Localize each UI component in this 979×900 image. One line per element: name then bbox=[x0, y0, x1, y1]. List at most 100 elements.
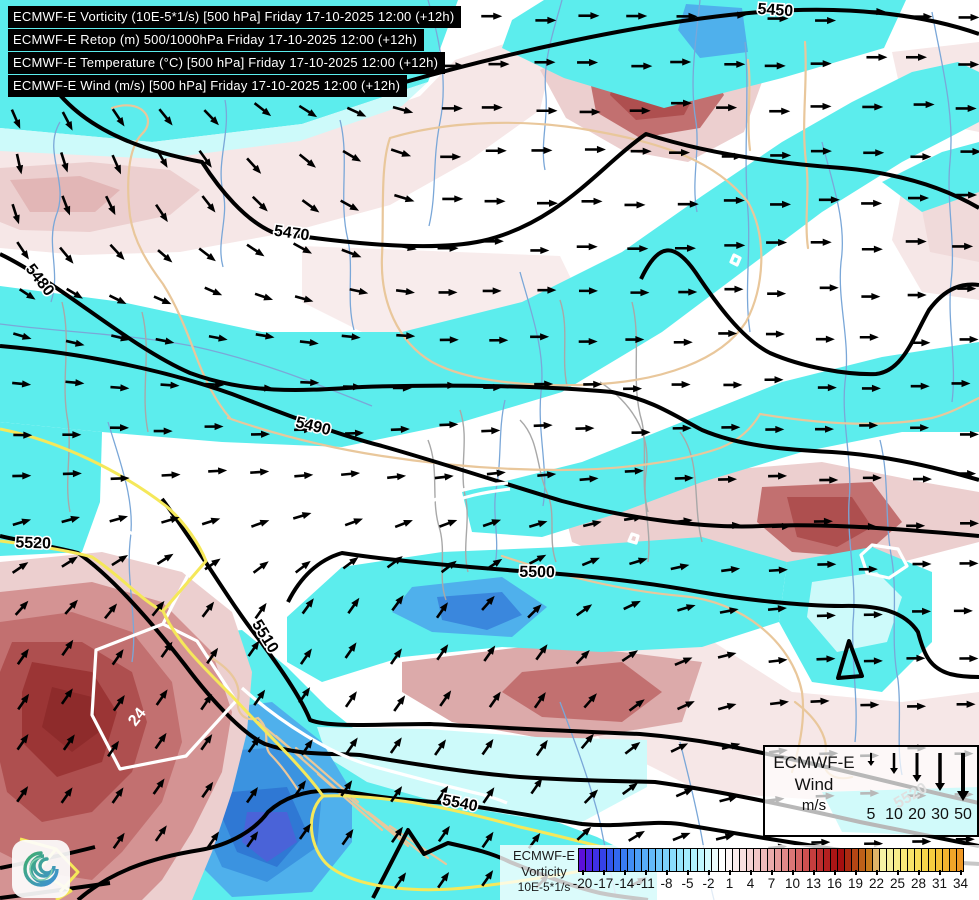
wind-arrow bbox=[59, 152, 69, 173]
wind-arrow bbox=[810, 697, 830, 705]
colorbar-tick-label: -17 bbox=[593, 876, 614, 891]
wind-arrow bbox=[861, 199, 883, 207]
wind-arrow bbox=[863, 149, 885, 157]
wind-arrow bbox=[15, 153, 24, 175]
colorbar-cell bbox=[830, 849, 837, 871]
colorbar-cells bbox=[578, 848, 964, 872]
wind-arrow bbox=[394, 193, 415, 203]
wind-arrow bbox=[817, 383, 837, 392]
wind-arrow bbox=[674, 474, 694, 482]
wind-arrow bbox=[678, 288, 698, 296]
wind-arrow bbox=[299, 339, 319, 347]
wind-arrow bbox=[952, 242, 974, 250]
colorbar-cell bbox=[669, 849, 676, 871]
river-line bbox=[744, 41, 751, 333]
wind-arrow bbox=[960, 519, 979, 527]
wind-arrow bbox=[535, 739, 548, 757]
wind-arrow bbox=[767, 14, 789, 23]
colorbar-cell bbox=[907, 849, 914, 871]
wind-arrow bbox=[527, 604, 542, 619]
wind-speed-legend: ECMWF-E Wind m/s 5 10 20 30 50 bbox=[763, 745, 979, 837]
colorbar-tick-mark bbox=[686, 870, 689, 875]
wind-arrow bbox=[483, 645, 496, 662]
wind-arrow bbox=[61, 195, 71, 216]
vorticity-region bbox=[807, 572, 902, 652]
wind-arrow bbox=[534, 58, 556, 66]
wind-arrow bbox=[724, 60, 746, 68]
wind-arrow bbox=[110, 384, 130, 392]
wind-arrow bbox=[301, 199, 320, 213]
wind-arrow bbox=[718, 329, 738, 338]
wind-arrow bbox=[768, 566, 788, 574]
wind-arrow bbox=[488, 60, 510, 68]
wind-arrow bbox=[389, 648, 402, 665]
wind-arrow bbox=[201, 601, 215, 618]
country-border-line bbox=[803, 40, 810, 250]
colorbar-tick-mark bbox=[728, 870, 731, 875]
wind-arrow bbox=[434, 473, 454, 481]
colorbar-cell bbox=[935, 849, 942, 871]
wind-arrow bbox=[533, 692, 546, 709]
site-logo[interactable] bbox=[12, 840, 70, 898]
vorticity-region bbox=[502, 662, 662, 722]
colorbar-tick-mark bbox=[581, 870, 584, 875]
wind-arrow bbox=[957, 469, 977, 478]
wind-arrow bbox=[201, 195, 216, 213]
wind-arrow bbox=[535, 644, 548, 661]
wind-arrow bbox=[672, 832, 691, 842]
colorbar-cell bbox=[781, 849, 788, 871]
wind-arrow bbox=[484, 197, 506, 205]
country-border-line bbox=[110, 104, 232, 420]
wind-arrow bbox=[111, 787, 124, 804]
colorbar-cell bbox=[606, 849, 613, 871]
height-contour-line bbox=[58, 93, 979, 249]
wind-arrow bbox=[819, 284, 839, 292]
temperature-contour-yellow bbox=[0, 427, 651, 892]
wind-arrow bbox=[395, 243, 417, 252]
wind-arrow bbox=[434, 739, 446, 756]
wind-arrow bbox=[437, 381, 457, 389]
wind-arrow bbox=[440, 560, 457, 574]
title-vorticity: ECMWF-E Vorticity (10E-5*1/s) [500 hPa] … bbox=[8, 6, 462, 28]
wind-arrow bbox=[254, 602, 267, 620]
wind-arrow bbox=[575, 424, 595, 432]
wind-arrow bbox=[158, 108, 173, 126]
wind-arrow bbox=[109, 515, 128, 523]
wind-arrow bbox=[151, 600, 165, 617]
wind-arrow bbox=[764, 376, 784, 384]
wind-arrow bbox=[581, 557, 600, 567]
colorbar-cell bbox=[718, 849, 725, 871]
wind-arrow bbox=[340, 780, 353, 797]
wind-arrow bbox=[395, 287, 415, 296]
wind-arrow bbox=[628, 699, 645, 712]
wind-arrow bbox=[396, 332, 416, 340]
wind-arrow bbox=[810, 147, 832, 155]
wind-arrow bbox=[59, 246, 74, 264]
wind-arrow bbox=[536, 107, 558, 115]
wind-arrow bbox=[629, 557, 648, 566]
wind-arrow bbox=[203, 109, 219, 126]
wind-arrow bbox=[722, 521, 742, 530]
wind-arrow bbox=[811, 838, 831, 846]
wind-arrow bbox=[623, 514, 643, 522]
colorbar-cell bbox=[739, 849, 746, 871]
wind-arrow bbox=[533, 421, 553, 430]
colorbar-subtitle: Vorticity bbox=[521, 864, 567, 879]
wind-arrow bbox=[10, 109, 21, 129]
wind-scale-label: 5 bbox=[867, 806, 876, 823]
river-line bbox=[879, 439, 903, 776]
wind-arrow bbox=[104, 195, 116, 216]
wind-arrow bbox=[481, 103, 503, 112]
wind-arrow bbox=[66, 287, 83, 299]
wind-arrow bbox=[958, 60, 979, 69]
wind-arrow bbox=[626, 12, 648, 20]
wind-arrow bbox=[109, 243, 125, 261]
wind-arrow bbox=[676, 701, 695, 711]
wind-arrow bbox=[300, 378, 320, 387]
wind-arrow bbox=[718, 475, 738, 483]
colorbar-cell bbox=[592, 849, 599, 871]
colorbar-cell bbox=[921, 849, 928, 871]
wind-arrow bbox=[670, 58, 692, 66]
wind-arrow bbox=[111, 554, 129, 567]
colorbar-title: ECMWF-E bbox=[512, 848, 576, 863]
